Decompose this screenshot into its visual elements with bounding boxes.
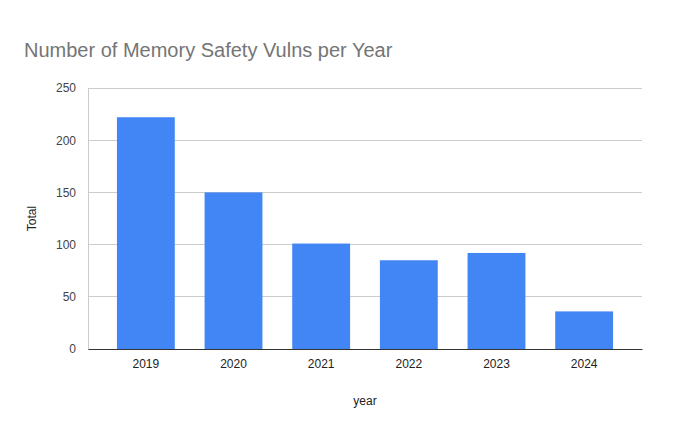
x-tick: 2020 (220, 349, 247, 371)
x-axis-line (89, 349, 643, 350)
x-tick-label: 2022 (395, 357, 422, 371)
chart: 0 50 100 150 200 250 2019 2020 2021 2022 2023 2024 N… (0, 0, 696, 427)
x-tick-label: 2020 (220, 357, 247, 371)
y-tick-label: 250 (56, 81, 76, 95)
y-tick-label: 200 (56, 134, 76, 148)
y-tick: 250 (56, 81, 88, 95)
x-tick-label: 2021 (308, 357, 335, 371)
y-tick: 150 (56, 186, 88, 200)
y-tick-label: 50 (63, 290, 77, 304)
y-tick-label: 150 (56, 186, 76, 200)
y-tick: 50 (63, 290, 88, 304)
y-tick-label: 0 (69, 342, 76, 356)
x-tick-label: 2023 (483, 357, 510, 371)
bar (117, 117, 175, 349)
x-tick: 2023 (483, 349, 510, 371)
bar (380, 260, 438, 349)
y-tick: 200 (56, 134, 88, 148)
x-axis-title: year (353, 394, 376, 408)
y-axis: 0 50 100 150 200 250 (56, 81, 89, 356)
x-tick: 2019 (133, 349, 160, 371)
bar (205, 192, 263, 349)
title: Number of Memory Safety Vulns per Year (24, 39, 393, 61)
x-tick-label: 2024 (571, 357, 598, 371)
x-tick: 2024 (571, 349, 598, 371)
bar (468, 253, 526, 349)
y-tick-label: 100 (56, 238, 76, 252)
background (0, 0, 696, 427)
y-tick: 0 (69, 342, 88, 356)
y-axis-title: Total (25, 206, 39, 231)
x-axis: 2019 2020 2021 2022 2023 2024 (89, 349, 643, 371)
x-tick-label: 2019 (133, 357, 160, 371)
y-axis-line (88, 89, 89, 350)
bar (292, 244, 350, 349)
grid-line (88, 88, 642, 89)
y-tick: 100 (56, 238, 88, 252)
bar (555, 311, 613, 349)
x-tick: 2022 (395, 349, 422, 371)
bars (117, 117, 613, 349)
x-tick: 2021 (308, 349, 335, 371)
grid (88, 88, 642, 349)
